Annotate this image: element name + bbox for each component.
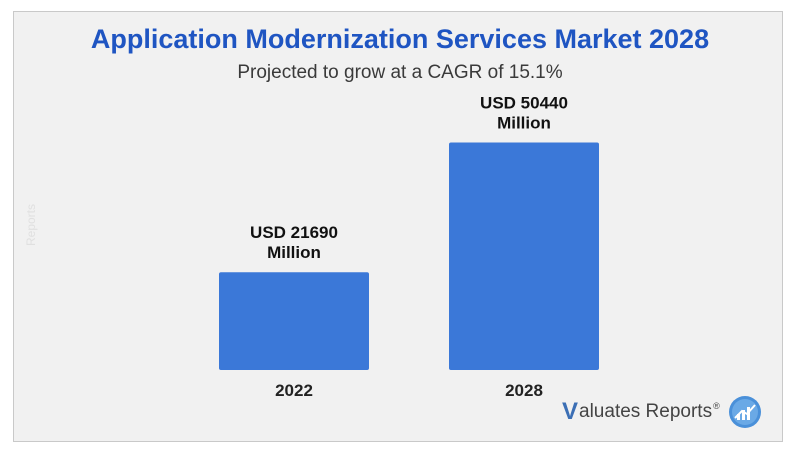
bar-2028 bbox=[449, 142, 599, 370]
chart-subtitle: Projected to grow at a CAGR of 15.1% bbox=[237, 62, 563, 83]
x-tick-label-2022: 2022 bbox=[275, 381, 313, 400]
x-tick-label-2028: 2028 bbox=[505, 381, 543, 400]
logo-text: aluates Reports bbox=[579, 401, 713, 422]
bar-2022 bbox=[219, 272, 369, 370]
logo-registered-mark: ® bbox=[713, 401, 720, 411]
data-label-2022-line2: Million bbox=[267, 243, 321, 262]
logo-v-mark: V bbox=[562, 398, 579, 425]
data-label-2028-line1: USD 50440 bbox=[480, 94, 568, 113]
valuates-reports-logo: V aluates Reports ® bbox=[562, 392, 762, 432]
data-label-2028-line2: Million bbox=[497, 114, 551, 133]
chart-frame bbox=[13, 11, 783, 442]
logo-badge-icon bbox=[728, 396, 761, 428]
data-label-2022-line1: USD 21690 bbox=[250, 223, 338, 242]
chart-title: Application Modernization Services Marke… bbox=[90, 24, 710, 54]
